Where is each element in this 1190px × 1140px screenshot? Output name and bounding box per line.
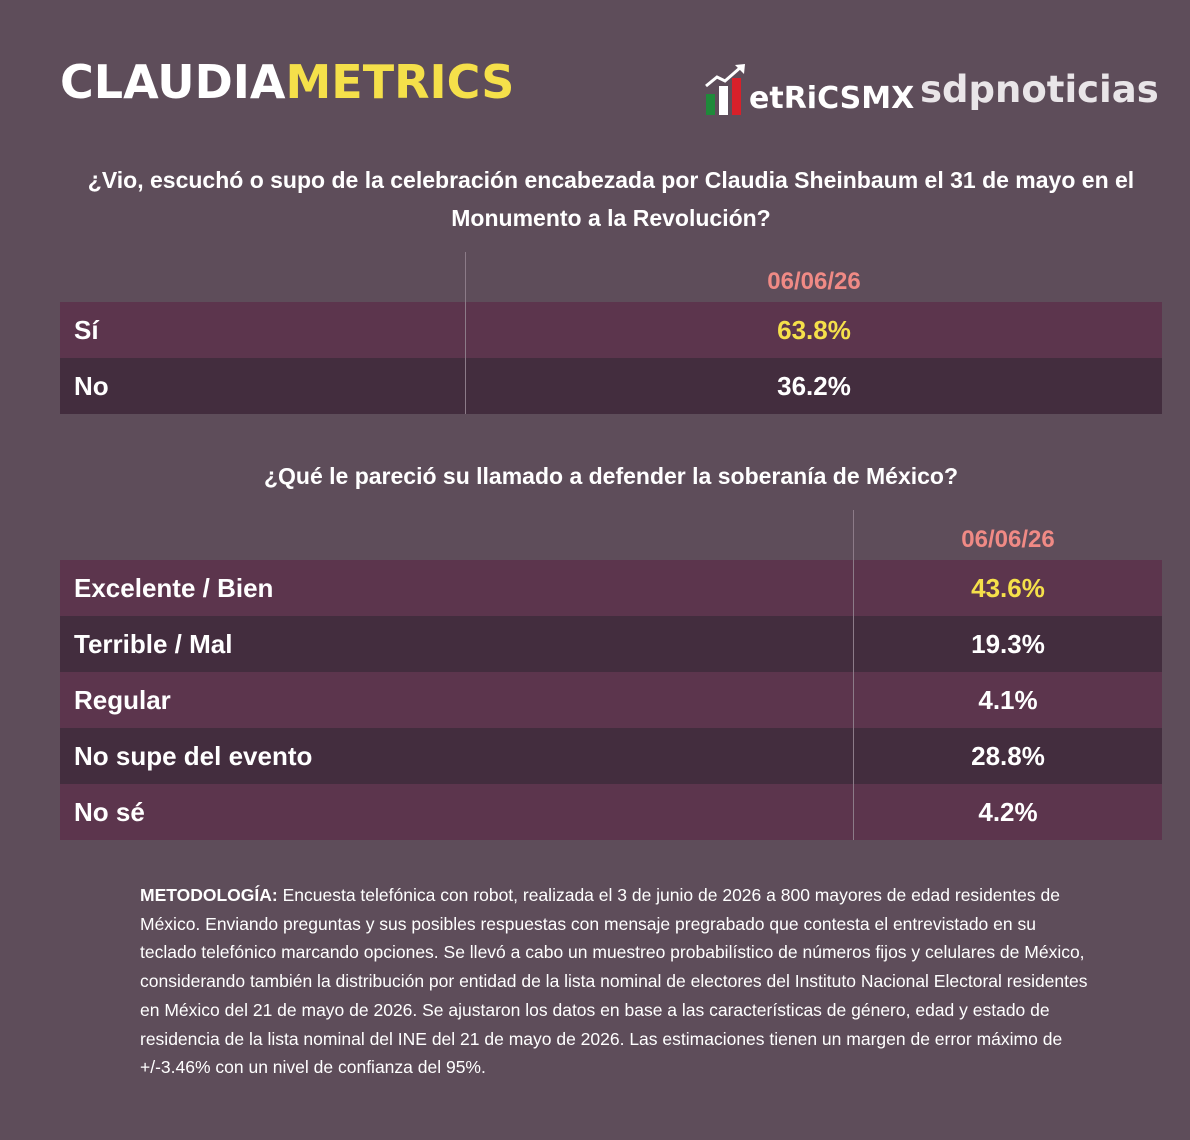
- date-header: 06/06/26: [767, 268, 861, 295]
- table-row: No sé 4.2%: [60, 784, 1162, 840]
- question-1-title: ¿Vio, escuchó o supo de la celebración e…: [87, 167, 1135, 231]
- claudiametrics-logo: CLAUDIAMETRICS: [60, 52, 514, 112]
- row-label: No: [60, 358, 466, 414]
- question-2-title: ¿Qué le pareció su llamado a defender la…: [263, 463, 959, 489]
- table-header-row: 06/06/26: [60, 510, 1162, 560]
- logo-claudia-text: CLAUDIA: [60, 55, 286, 109]
- row-value: 28.8%: [853, 728, 1162, 784]
- question-2-table: 06/06/26 Excelente / Bien 43.6% Terrible…: [60, 510, 1162, 840]
- methodology-note: METODOLOGÍA: Encuesta telefónica con rob…: [140, 881, 1090, 1082]
- row-value: 4.1%: [853, 672, 1162, 728]
- table-row: Terrible / Mal 19.3%: [60, 616, 1162, 672]
- row-label: Sí: [60, 302, 466, 358]
- row-value: 36.2%: [465, 358, 1162, 414]
- row-label: Terrible / Mal: [60, 616, 854, 672]
- table-row: Regular 4.1%: [60, 672, 1162, 728]
- question-1-table: 06/06/26 Sí 63.8% No 36.2%: [60, 252, 1162, 414]
- row-label: Excelente / Bien: [60, 560, 854, 616]
- row-value: 63.8%: [465, 302, 1162, 358]
- header-blank-cell: [60, 252, 466, 302]
- table-row: No 36.2%: [60, 358, 1162, 414]
- methodology-label: METODOLOGÍA:: [140, 885, 278, 905]
- row-label: No sé: [60, 784, 854, 840]
- metricsmx-text: etRiCSMX: [749, 81, 915, 116]
- sdpnoticias-logo: sdpnoticias: [920, 68, 1159, 111]
- row-value: 19.3%: [853, 616, 1162, 672]
- header-blank-cell: [60, 510, 854, 560]
- metricsmx-chart-icon: [705, 64, 745, 115]
- header: CLAUDIAMETRICS etRiCSMX sdpnoticias: [0, 0, 1190, 130]
- metricsmx-logo: etRiCSMX: [705, 60, 914, 116]
- methodology-text: Encuesta telefónica con robot, realizada…: [140, 885, 1088, 1078]
- row-label: No supe del evento: [60, 728, 854, 784]
- row-value: 43.6%: [853, 560, 1162, 616]
- table-row: No supe del evento 28.8%: [60, 728, 1162, 784]
- table-header-row: 06/06/26: [60, 252, 1162, 302]
- row-label: Regular: [60, 672, 854, 728]
- logo-metrics-text: METRICS: [285, 55, 515, 109]
- date-header: 06/06/26: [961, 526, 1055, 553]
- table-row: Sí 63.8%: [60, 302, 1162, 358]
- table-row: Excelente / Bien 43.6%: [60, 560, 1162, 616]
- row-value: 4.2%: [853, 784, 1162, 840]
